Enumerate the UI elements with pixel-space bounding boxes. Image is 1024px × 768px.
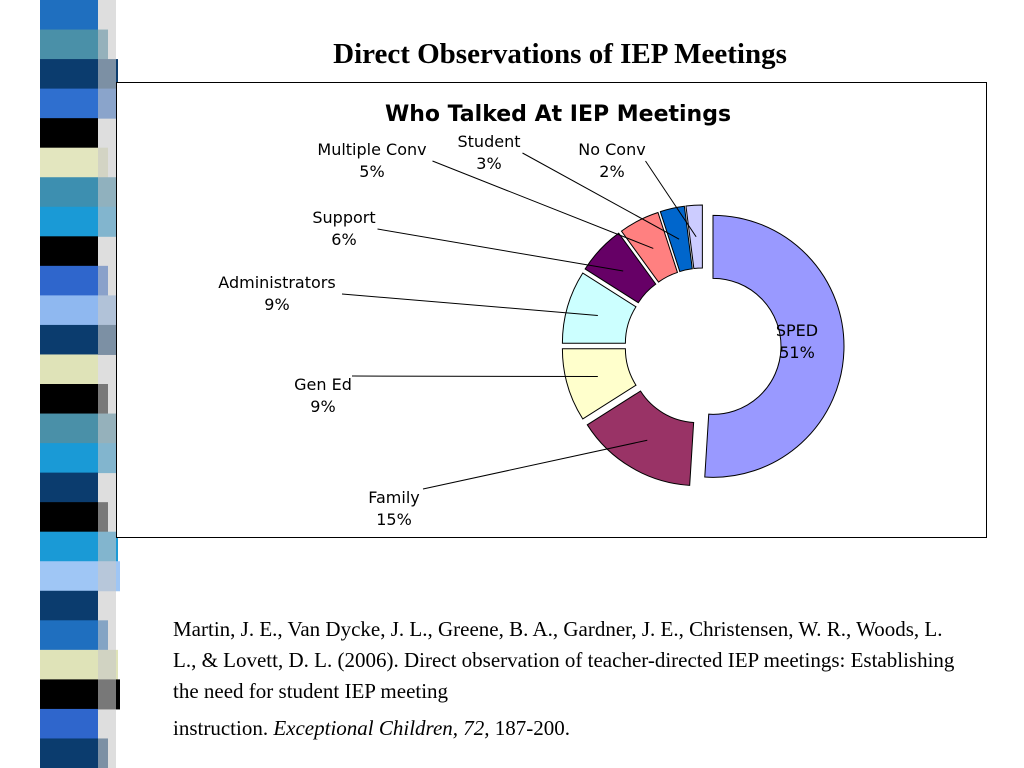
stripe-block bbox=[40, 354, 98, 385]
slice-label-multiple-conv: Multiple Conv 5% bbox=[317, 140, 426, 181]
citation-journal: Exceptional Children, 72, bbox=[273, 716, 490, 740]
stripe-block bbox=[40, 590, 98, 621]
slice-no-conv bbox=[685, 204, 703, 270]
stripe-block bbox=[40, 620, 108, 651]
stripe-block bbox=[40, 0, 98, 31]
leader-line-multiple-conv bbox=[432, 160, 654, 249]
stripe-block bbox=[40, 236, 98, 267]
leader-lines-layer bbox=[341, 152, 697, 490]
leader-line-student bbox=[522, 152, 680, 240]
citation-last-line: instruction. Exceptional Children, 72, 1… bbox=[173, 713, 963, 744]
leader-line-family bbox=[422, 439, 648, 490]
stripe-block bbox=[40, 118, 98, 149]
chart-title: Who Talked At IEP Meetings bbox=[385, 102, 731, 127]
stripe-block bbox=[40, 29, 108, 60]
stripe-block bbox=[40, 738, 108, 768]
citation: Martin, J. E., Van Dycke, J. L., Greene,… bbox=[173, 614, 963, 744]
citation-pages: 187-200. bbox=[489, 716, 571, 740]
leader-line-support bbox=[377, 228, 624, 272]
slice-student bbox=[659, 205, 693, 273]
slice-administrators bbox=[561, 272, 637, 344]
leader-line-no-conv bbox=[645, 160, 697, 237]
decorative-stripe-bar bbox=[40, 0, 120, 768]
stripe-block bbox=[40, 502, 108, 533]
slide-title: Direct Observations of IEP Meetings bbox=[333, 38, 787, 70]
slice-gen-ed bbox=[561, 348, 637, 420]
slice-support bbox=[584, 232, 657, 304]
slice-label-sped: SPED 51% bbox=[776, 321, 818, 362]
stripe-shadow bbox=[98, 0, 116, 768]
stripe-block bbox=[40, 708, 98, 739]
slice-label-administrators: Administrators 9% bbox=[218, 273, 335, 314]
slice-label-support: Support 6% bbox=[312, 208, 375, 249]
stripe-block bbox=[40, 265, 108, 296]
slice-family bbox=[586, 390, 695, 486]
citation-main: Martin, J. E., Van Dycke, J. L., Greene,… bbox=[173, 617, 955, 703]
slice-sped bbox=[704, 214, 845, 478]
stripe-block bbox=[40, 147, 108, 178]
slices-layer bbox=[561, 204, 845, 486]
stripe-block bbox=[40, 472, 98, 503]
stripe-block bbox=[40, 384, 108, 415]
slice-label-gen-ed: Gen Ed 9% bbox=[294, 375, 352, 416]
leader-line-administrators bbox=[341, 293, 598, 316]
citation-tail: instruction. bbox=[173, 716, 274, 740]
leader-line-gen-ed bbox=[351, 375, 598, 378]
slice-label-family: Family 15% bbox=[368, 488, 419, 529]
chart-frame: Who Talked At IEP Meetings SPED 51% Family… bbox=[116, 82, 987, 538]
slice-labels-layer: SPED 51% Family 15% Gen Ed 9% Administrators 9%… bbox=[218, 132, 818, 529]
slice-label-student: Student 3% bbox=[458, 132, 521, 173]
donut-chart: Who Talked At IEP Meetings SPED 51% Family… bbox=[218, 102, 845, 529]
slice-label-no-conv: No Conv 2% bbox=[578, 140, 645, 181]
